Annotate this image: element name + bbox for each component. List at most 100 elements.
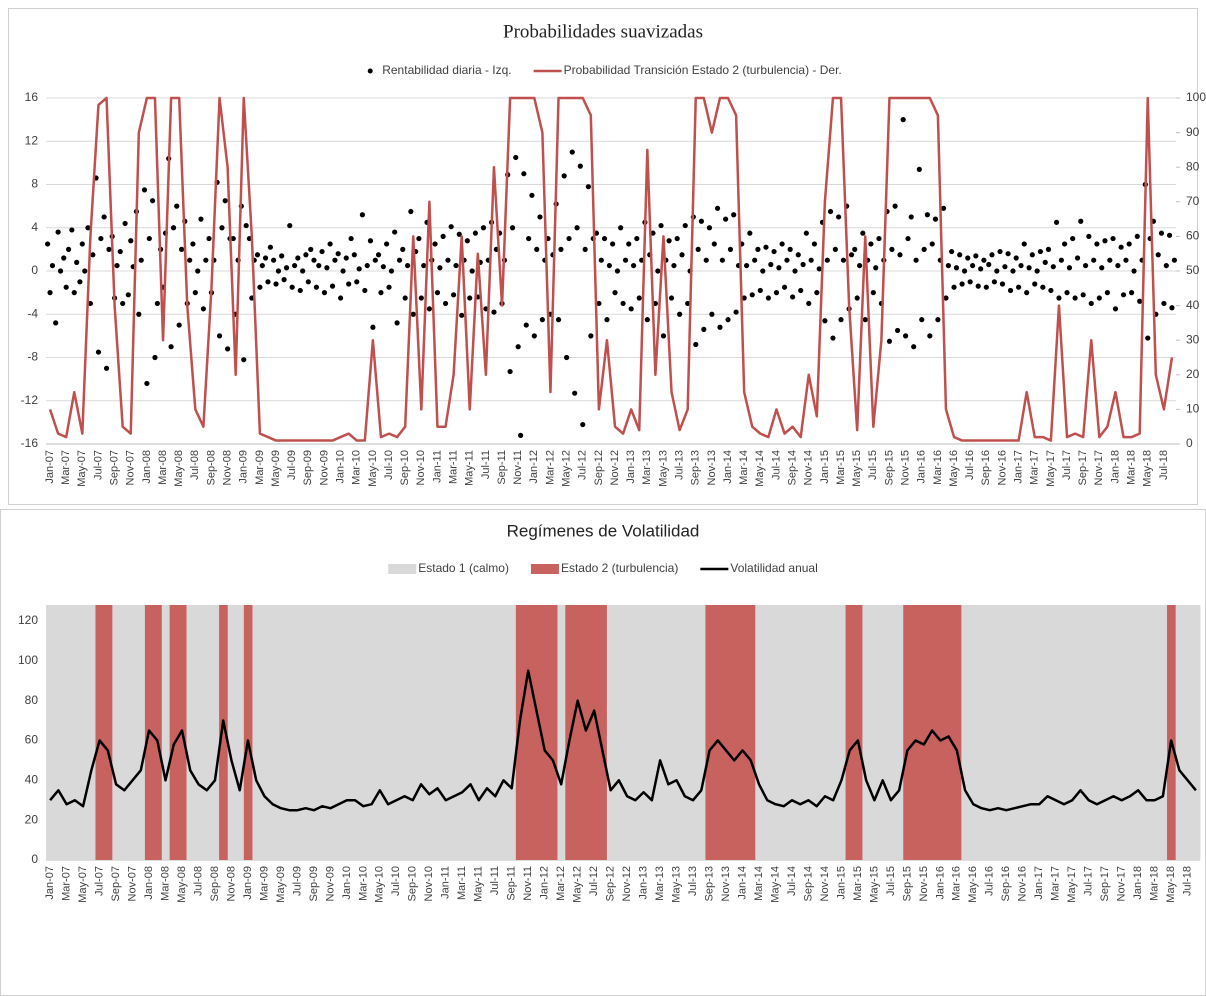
data-point [1007,287,1014,294]
data-point [79,241,85,247]
x-tick-label: Nov-16 [1017,866,1029,901]
data-point [1112,306,1119,312]
data-point [1056,295,1062,301]
bar [721,605,731,860]
bar [120,605,129,860]
data-point [650,230,656,236]
x-tick-label: Jan-11 [431,450,443,483]
x-tick-label: Mar-11 [456,866,468,900]
data-point [106,246,112,252]
data-point [521,171,527,177]
bar [78,605,88,860]
x-tick-label: Jul-17 [1061,450,1073,480]
data-point [1066,265,1073,271]
data-point [685,300,691,307]
data-point [1029,252,1035,258]
data-point [679,252,685,258]
bar [738,605,748,860]
data-point [440,233,446,239]
x-tick-label: Jul-16 [964,450,976,480]
data-point [1050,264,1056,270]
data-point [1021,241,1027,247]
y2-tick-label: 70 [1186,194,1200,208]
x-tick-label: Mar-08 [159,866,171,901]
x-tick-label: Mar-07 [60,450,72,485]
data-point [806,300,812,307]
data-point [588,333,594,339]
data-point [1145,335,1151,341]
x-tick-label: Jul-15 [867,450,879,480]
bar [458,605,467,860]
x-tick-label: Jan-09 [242,866,254,900]
data-point [335,251,341,257]
data-point [491,309,497,315]
bar [111,605,121,860]
y-tick-label: 100 [18,653,38,667]
x-tick-label: Jul-12 [588,866,600,896]
bar [293,605,302,860]
x-tick-label: May-08 [173,450,185,487]
bar [1142,605,1151,860]
data-point [359,212,365,218]
data-point [1088,300,1094,307]
data-point [1083,262,1089,269]
x-tick-label: Sep-09 [308,866,320,901]
bar [705,605,715,860]
data-point [892,203,898,209]
x-tick-label: Jan-15 [819,450,831,484]
data-point [921,246,927,252]
data-point [927,333,933,339]
x-tick-label: Jan-13 [638,866,650,900]
data-point [526,235,532,242]
bar [886,605,896,860]
data-point [703,257,709,263]
data-point [744,262,750,269]
data-point [154,300,160,307]
data-point [367,238,374,244]
x-tick-label: Jan-08 [141,450,153,484]
data-point [706,225,713,231]
data-point [300,268,306,274]
x-tick-label: May-10 [367,450,379,487]
data-point [396,257,403,263]
data-point [338,295,344,301]
data-point [408,208,414,215]
data-point [604,317,610,323]
bar [581,605,591,860]
x-tick-label: May-14 [769,866,781,903]
y2-tick-label: 50 [1186,263,1200,277]
bar [375,605,385,860]
x-tick-label: Jan-16 [934,866,946,900]
x-tick-label: Nov-14 [803,450,815,485]
data-point [994,268,1000,274]
data-point [418,295,424,301]
data-point [1058,257,1064,263]
x-tick-label: May-15 [868,866,880,903]
x-tick-label: Sep-13 [690,450,702,485]
data-point [763,244,769,250]
x-tick-label: Mar-12 [544,450,556,485]
x-tick-label: Sep-11 [506,866,518,901]
data-point [297,287,303,294]
data-point [370,324,376,330]
data-point [507,368,513,375]
x-tick-label: Jan-12 [539,866,551,900]
x-tick-label: Sep-13 [703,866,715,901]
data-point [136,311,142,317]
x-tick-label: Mar-08 [157,450,169,485]
data-point [241,357,247,363]
x-tick-label: Jul-16 [984,866,996,896]
data-point [122,220,128,227]
legend-label: Estado 1 (calmo) [418,561,509,575]
data-point [523,322,529,328]
x-tick-label: Nov-07 [125,450,137,485]
data-point [289,284,295,290]
legend-marker [530,564,559,574]
bar [787,605,797,860]
data-point [1026,265,1032,271]
bar [466,605,476,860]
chart-frame [8,8,1198,505]
data-point [636,295,642,301]
data-point [384,241,390,247]
